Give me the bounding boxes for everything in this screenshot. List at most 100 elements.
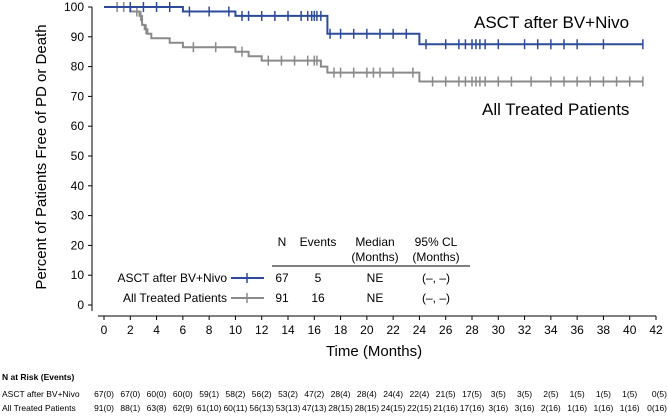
x-tick-label: 8 xyxy=(206,323,213,337)
x-tick-label: 38 xyxy=(597,323,611,337)
series-layer xyxy=(104,2,644,87)
at-risk-value: 56(2) xyxy=(252,389,272,399)
at-risk-value: 58(2) xyxy=(226,389,246,399)
at-risk-label: ASCT after BV+Nivo xyxy=(2,389,80,399)
at-risk-value: 47(2) xyxy=(304,389,324,399)
at-risk-value: 3(16) xyxy=(515,403,535,413)
y-tick-label: 70 xyxy=(71,89,85,103)
at-risk-value: 24(4) xyxy=(383,389,403,399)
at-risk-value: 3(5) xyxy=(491,389,506,399)
at-risk-table: ASCT after BV+Nivo 67(0) 67(0) 60(0) 60(0) 59… xyxy=(2,389,667,413)
x-tick-label: 22 xyxy=(386,323,400,337)
x-tick-label: 40 xyxy=(623,323,637,337)
x-tick-label: 34 xyxy=(544,323,558,337)
annotation-asct: ASCT after BV+Nivo xyxy=(474,13,629,32)
at-risk-label: All Treated Patients xyxy=(2,403,76,413)
at-risk-value: 22(4) xyxy=(410,389,430,399)
at-risk-value: 1(5) xyxy=(622,389,637,399)
table-n: 91 xyxy=(275,291,289,305)
x-tick-label: 28 xyxy=(465,323,479,337)
x-tick-label: 32 xyxy=(518,323,532,337)
at-risk-value: 1(5) xyxy=(570,389,585,399)
at-risk-value: 24(15) xyxy=(381,403,406,413)
at-risk-value: 22(15) xyxy=(407,403,432,413)
at-risk-value: 28(4) xyxy=(357,389,377,399)
y-tick-label: 0 xyxy=(77,298,84,312)
x-axis-label: Time (Months) xyxy=(326,343,422,360)
at-risk-value: 47(13) xyxy=(302,403,327,413)
y-tick-label: 30 xyxy=(71,209,85,223)
at-risk-value: 60(11) xyxy=(223,403,247,413)
legend-label: ASCT after BV+Nivo xyxy=(118,271,228,285)
x-tick-label: 26 xyxy=(439,323,453,337)
at-risk-value: 67(0) xyxy=(120,389,140,399)
x-tick-label: 0 xyxy=(101,323,108,337)
table-header-events: Events xyxy=(300,235,337,249)
table-ci: (–, –) xyxy=(422,271,450,285)
table-header-ci: 95% CL (Months) xyxy=(412,235,459,264)
at-risk-value: 91(0) xyxy=(94,403,114,413)
x-tick-label: 42 xyxy=(649,323,663,337)
table-row: ASCT after BV+Nivo 67 5 NE (–, –) xyxy=(118,271,451,285)
y-axis-label: Percent of Patients Free of PD or Death xyxy=(33,24,50,289)
at-risk-value: 62(9) xyxy=(173,403,193,413)
y-tick-label: 40 xyxy=(71,179,85,193)
y-tick-label: 10 xyxy=(71,268,85,282)
at-risk-title: N at Risk (Events) xyxy=(2,372,74,382)
table-n: 67 xyxy=(275,271,289,285)
x-tick-label: 24 xyxy=(413,323,427,337)
at-risk-value: 88(1) xyxy=(120,403,140,413)
x-tick-label: 16 xyxy=(308,323,322,337)
x-tick-label: 6 xyxy=(180,323,187,337)
y-tick-label: 100 xyxy=(64,0,84,14)
series-asct xyxy=(104,2,644,50)
at-risk-value: 53(2) xyxy=(278,389,298,399)
at-risk-value: 56(13) xyxy=(249,403,274,413)
at-risk-row: ASCT after BV+Nivo 67(0) 67(0) 60(0) 60(0) 59… xyxy=(2,389,667,399)
at-risk-value: 28(15) xyxy=(328,403,353,413)
at-risk-value: 3(16) xyxy=(488,403,508,413)
at-risk-value: 3(5) xyxy=(517,389,532,399)
x-tick-label: 2 xyxy=(127,323,134,337)
at-risk-value: 53(13) xyxy=(276,403,301,413)
at-risk-value: 28(15) xyxy=(355,403,380,413)
at-risk-value: 21(5) xyxy=(436,389,456,399)
y-tick-label: 80 xyxy=(71,60,85,74)
at-risk-value: 59(1) xyxy=(199,389,219,399)
at-risk-value: 60(0) xyxy=(147,389,167,399)
at-risk-value: 0(16) xyxy=(647,403,667,413)
at-risk-value: 28(4) xyxy=(331,389,351,399)
at-risk-value: 60(0) xyxy=(173,389,193,399)
x-tick-label: 20 xyxy=(360,323,374,337)
y-tick-label: 60 xyxy=(71,119,85,133)
at-risk-value: 67(0) xyxy=(94,389,114,399)
series-all-treated xyxy=(104,2,644,87)
table-median: NE xyxy=(367,271,384,285)
x-tick-label: 12 xyxy=(255,323,269,337)
x-tick-label: 18 xyxy=(334,323,348,337)
x-tick-label: 14 xyxy=(281,323,295,337)
at-risk-value: 63(8) xyxy=(147,403,167,413)
x-tick-label: 4 xyxy=(153,323,160,337)
at-risk-value: 1(5) xyxy=(596,389,611,399)
km-curve xyxy=(104,6,643,46)
legend-label: All Treated Patients xyxy=(123,291,227,305)
y-tick-label: 90 xyxy=(71,30,85,44)
x-tick-label: 30 xyxy=(492,323,506,337)
km-curve xyxy=(104,6,643,83)
y-tick-label: 20 xyxy=(71,238,85,252)
at-risk-value: 2(16) xyxy=(541,403,561,413)
y-tick-label: 50 xyxy=(71,149,85,163)
x-tick-label: 36 xyxy=(570,323,584,337)
at-risk-value: 17(5) xyxy=(462,389,482,399)
table-header-n: N xyxy=(278,235,287,249)
table-header-median: Median (Months) xyxy=(351,235,398,264)
at-risk-value: 21(16) xyxy=(433,403,458,413)
table-median: NE xyxy=(367,291,384,305)
at-risk-value: 0(5) xyxy=(652,389,667,399)
table-row: All Treated Patients 91 16 NE (–, –) xyxy=(123,291,450,305)
x-tick-label: 10 xyxy=(229,323,243,337)
